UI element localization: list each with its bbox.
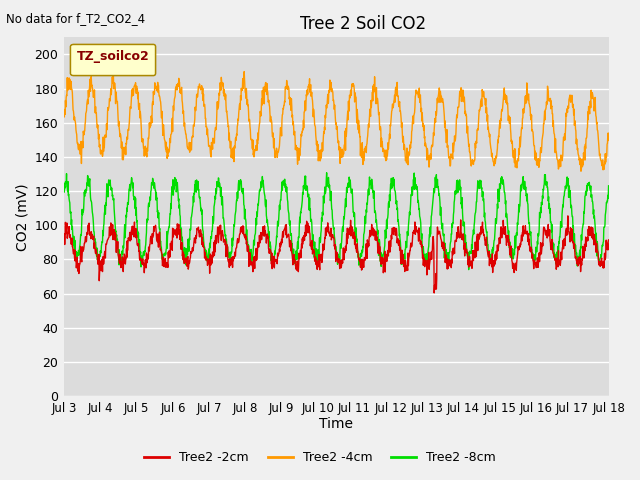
- Title: Tree 2 Soil CO2: Tree 2 Soil CO2: [300, 15, 427, 33]
- X-axis label: Time: Time: [319, 418, 353, 432]
- Text: No data for f_T2_CO2_4: No data for f_T2_CO2_4: [6, 12, 145, 25]
- Y-axis label: CO2 (mV): CO2 (mV): [15, 183, 29, 251]
- Legend: : [70, 44, 156, 75]
- Legend: Tree2 -2cm, Tree2 -4cm, Tree2 -8cm: Tree2 -2cm, Tree2 -4cm, Tree2 -8cm: [140, 446, 500, 469]
